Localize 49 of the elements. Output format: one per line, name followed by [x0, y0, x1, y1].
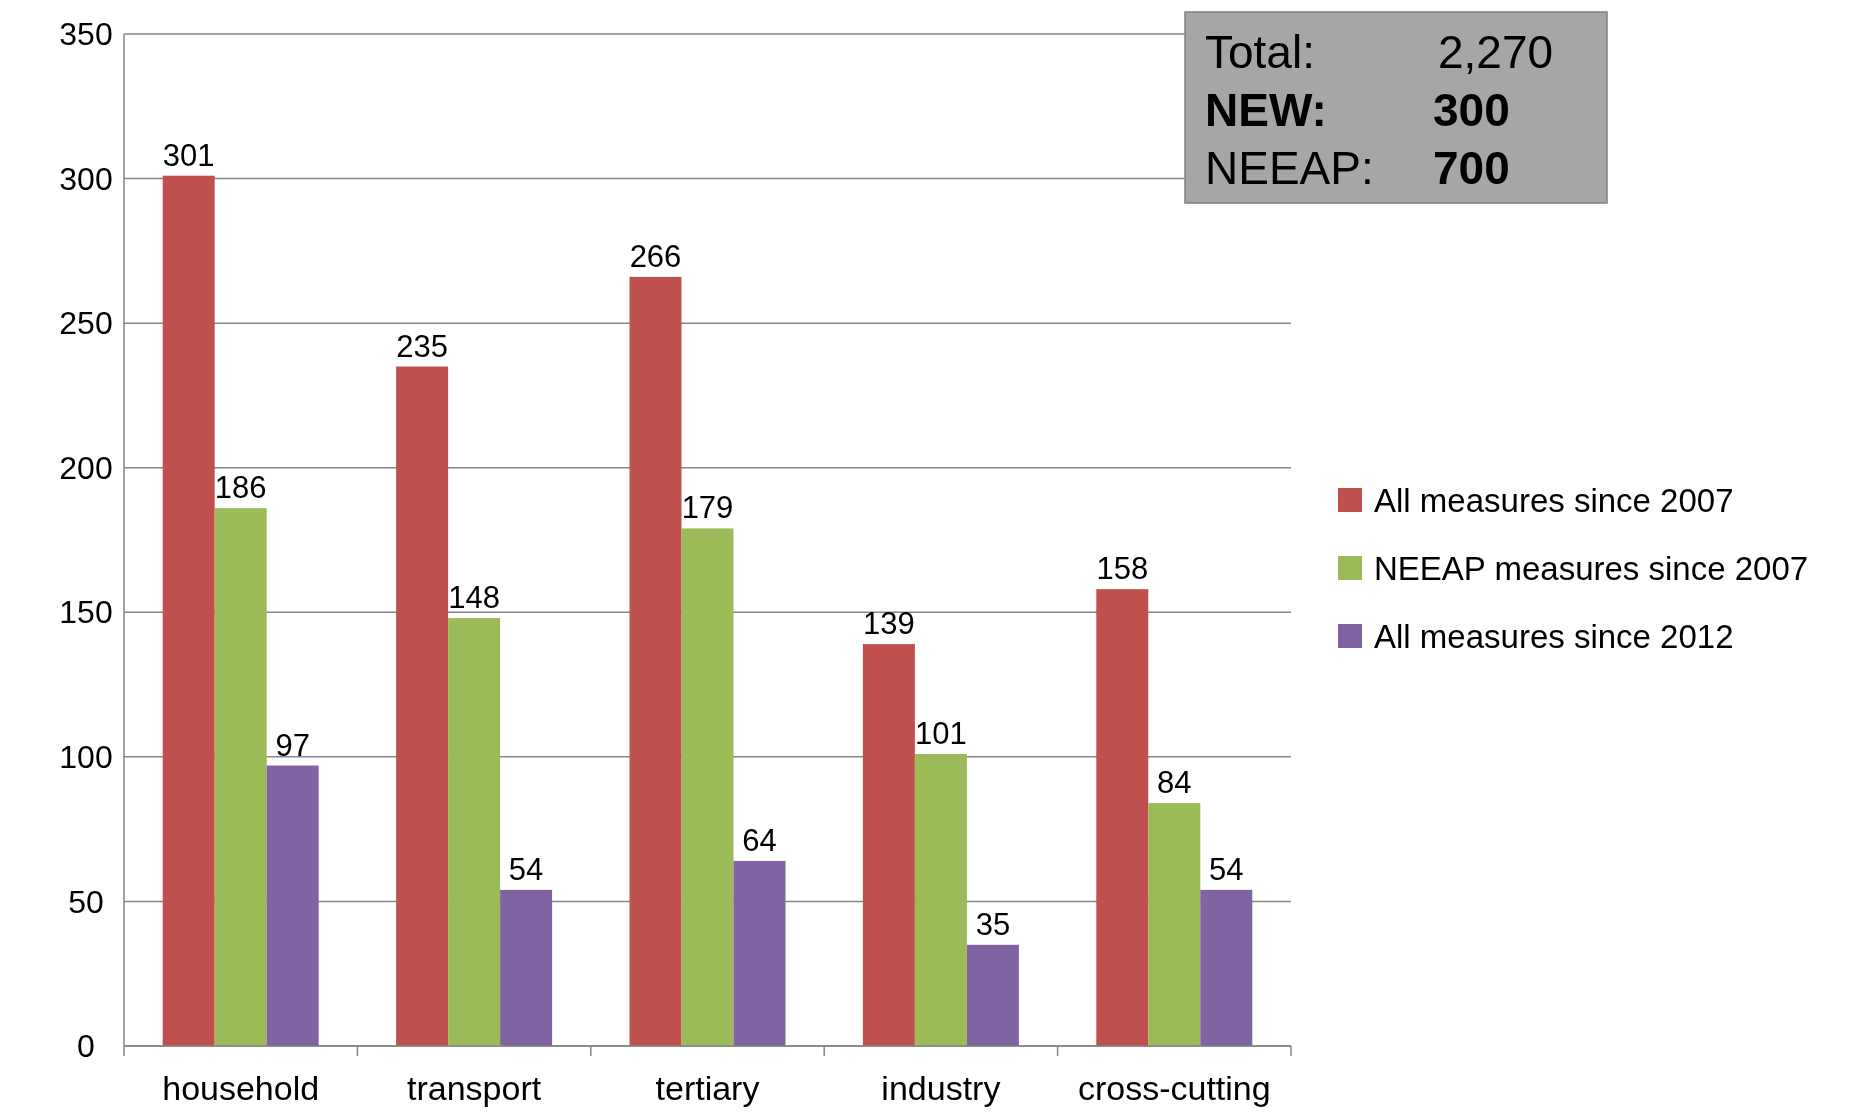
- bar: [448, 618, 501, 1046]
- legend-label: All measures since 2007: [1374, 481, 1734, 519]
- bar: [266, 765, 319, 1046]
- data-label: 266: [629, 238, 682, 274]
- y-tick-label: 150: [59, 594, 113, 631]
- data-label: 64: [742, 822, 777, 858]
- bar: [914, 753, 967, 1046]
- legend-label: All measures since 2012: [1374, 617, 1734, 655]
- y-tick-label: 0: [77, 1028, 95, 1065]
- text: NEEAP: 700: [1205, 142, 1510, 195]
- data-label: 139: [863, 606, 915, 642]
- bar: [1200, 889, 1253, 1046]
- data-label: 97: [275, 727, 310, 763]
- data-label: 186: [214, 470, 267, 506]
- data-label: 35: [975, 906, 1011, 942]
- y-tick-label: 350: [59, 16, 113, 53]
- bar: [1148, 803, 1201, 1046]
- x-tick-label: cross-cutting: [1077, 1069, 1271, 1107]
- bar: [396, 366, 449, 1046]
- y-tick-label: 100: [59, 739, 113, 776]
- data-label: 101: [915, 715, 967, 751]
- text: Total: 2,270: [1205, 26, 1554, 79]
- data-label: 148: [448, 580, 500, 616]
- bar: [500, 889, 553, 1046]
- y-tick-label: 300: [59, 160, 113, 197]
- data-label: 84: [1157, 765, 1192, 801]
- y-tick-label: 50: [68, 883, 104, 920]
- data-label: 235: [396, 328, 448, 364]
- bar: [214, 508, 267, 1046]
- bar: [733, 860, 786, 1046]
- data-label: 179: [681, 490, 734, 526]
- bar: [162, 175, 215, 1046]
- data-label: 54: [1209, 851, 1244, 887]
- data-label: 158: [1096, 551, 1149, 587]
- text: NEW: 300: [1205, 84, 1510, 137]
- bar: [862, 644, 915, 1046]
- x-tick-label: tertiary: [655, 1069, 760, 1107]
- data-label: 301: [162, 137, 215, 173]
- x-tick-label: industry: [881, 1069, 1001, 1107]
- bar: [966, 944, 1019, 1046]
- bar: [681, 528, 734, 1046]
- y-tick-label: 200: [59, 449, 113, 486]
- x-tick-label: household: [162, 1069, 320, 1107]
- y-tick-label: 250: [59, 305, 113, 342]
- data-label: 54: [508, 851, 544, 887]
- x-tick-label: transport: [407, 1069, 542, 1107]
- bar: [1096, 589, 1149, 1046]
- bar: [629, 276, 682, 1046]
- legend-label: NEEAP measures since 2007: [1374, 549, 1809, 587]
